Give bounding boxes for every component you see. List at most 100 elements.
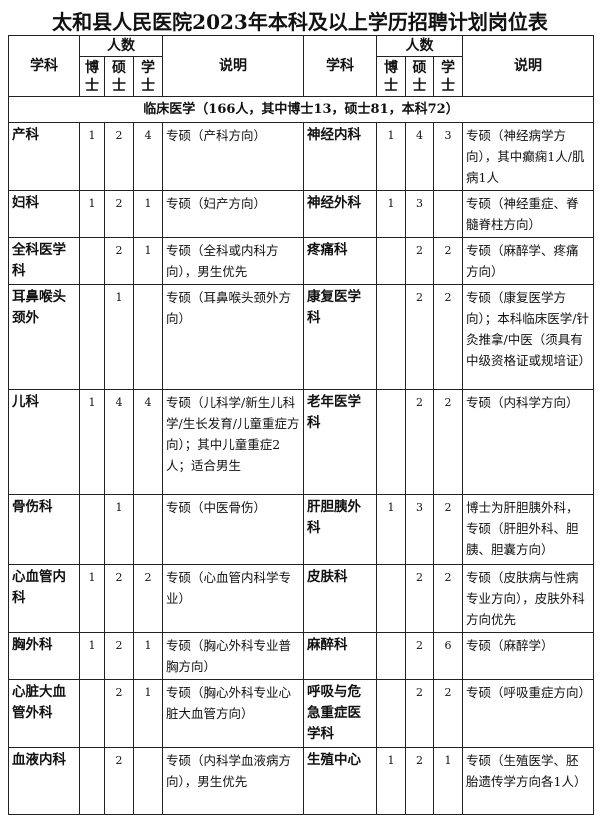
cell-phd-count: 1 — [79, 632, 105, 680]
cell-master-count: 2 — [104, 122, 134, 191]
page-title: 太和县人民医院2023年本科及以上学历招聘计划岗位表 — [52, 10, 548, 34]
cell-master-count: 1 — [104, 284, 134, 390]
cell-subject: 心血管内科 — [8, 564, 80, 633]
cell-bachelor-count: 2 — [132, 564, 164, 633]
cell-bachelor-count — [132, 284, 164, 390]
header-count: 人数 — [376, 35, 464, 57]
cell-note: 专硕（产科方向） — [162, 122, 305, 191]
cell-master-count: 2 — [405, 747, 435, 815]
cell-phd-count — [376, 632, 407, 680]
table-row: 骨伤科 1 专硕（中医骨伤） 肝胆胰外科 1 3 2 博士为肝胆胰外科，专硕（肝胆外科、胆胰、… — [8, 494, 595, 565]
table-row: 耳鼻喉头颈外 1 专硕（耳鼻喉头颈外方向） 康复医学科 2 2 专硕（康复医学方向）；本科临… — [8, 284, 595, 390]
cell-note: 专硕（心血管内科学专业） — [162, 564, 305, 633]
cell-bachelor-count: 1 — [433, 747, 464, 815]
cell-bachelor-count: 4 — [132, 389, 164, 495]
cell-note: 专硕（胸心外科专业心脏大血管方向） — [162, 679, 305, 748]
cell-note: 专硕（胸心外科专业普胸方向） — [162, 632, 305, 680]
cell-bachelor-count: 1 — [132, 237, 164, 285]
cell-bachelor-count: 1 — [132, 679, 164, 748]
cell-master-count: 2 — [405, 632, 435, 680]
cell-master-count: 2 — [405, 679, 435, 748]
cell-bachelor-count: 2 — [433, 389, 464, 495]
cell-bachelor-count: 4 — [132, 122, 164, 191]
cell-phd-count — [79, 284, 105, 390]
table-row: 胸外科 1 2 1 专硕（胸心外科专业普胸方向） 麻醉科 2 6 专硕（麻醉学） — [8, 632, 595, 680]
cell-master-count: 2 — [405, 564, 435, 633]
cell-master-count: 2 — [104, 237, 134, 285]
cell-subject: 康复医学科 — [303, 284, 378, 390]
cell-phd-count: 1 — [376, 122, 407, 191]
cell-master-count: 2 — [405, 284, 435, 390]
cell-master-count: 2 — [104, 747, 134, 815]
cell-subject: 老年医学科 — [303, 389, 378, 495]
cell-bachelor-count — [132, 747, 164, 815]
cell-subject: 胸外科 — [8, 632, 80, 680]
cell-master-count: 2 — [104, 190, 134, 238]
table-row: 儿科 1 4 4 专硕（儿科学/新生儿科学/生长发育/儿童重症方向）；其中儿童重症2人；… — [8, 389, 595, 495]
cell-bachelor-count: 1 — [132, 632, 164, 680]
cell-master-count: 2 — [104, 679, 134, 748]
cell-subject: 耳鼻喉头颈外 — [8, 284, 80, 390]
cell-note: 专硕（儿科学/新生儿科学/生长发育/儿童重症方向）；其中儿童重症2人；适合男生 — [162, 389, 305, 495]
cell-master-count: 2 — [405, 237, 435, 285]
cell-master-count: 2 — [405, 389, 435, 495]
cell-note: 专硕（妇产方向） — [162, 190, 305, 238]
header-count: 人数 — [78, 35, 164, 57]
cell-phd-count: 1 — [79, 564, 105, 633]
cell-subject: 生殖中心 — [303, 747, 378, 815]
cell-note: 专硕（全科或内科方向），男生优先 — [162, 237, 305, 285]
cell-subject: 妇科 — [8, 190, 80, 238]
cell-note: 专硕（呼吸重症方向） — [462, 679, 595, 748]
cell-phd-count: 1 — [376, 494, 407, 565]
cell-subject: 肝胆胰外科 — [303, 494, 378, 565]
cell-master-count: 1 — [104, 494, 134, 565]
cell-note: 专硕（内科学血液病方向），男生优先 — [162, 747, 305, 815]
cell-subject: 麻醉科 — [303, 632, 378, 680]
cell-phd-count — [376, 284, 407, 390]
cell-subject: 儿科 — [8, 389, 80, 495]
table-row: 全科医学科 2 1 专硕（全科或内科方向），男生优先 疼痛科 2 2 专硕（麻醉学、疼痛方向） — [8, 237, 595, 285]
cell-note: 博士为肝胆胰外科，专硕（肝胆外科、胆胰、胆囊方向） — [462, 494, 595, 565]
table-row: 血液内科 2 专硕（内科学血液病方向），男生优先 生殖中心 1 2 1 专硕（生殖医学、胚胎遗… — [8, 747, 595, 815]
header-subject: 学科 — [8, 35, 80, 97]
cell-phd-count — [376, 389, 407, 495]
cell-subject: 心脏大血管外科 — [8, 679, 80, 748]
cell-phd-count — [376, 237, 407, 285]
header-bachelor: 学士 — [132, 56, 164, 97]
cell-subject: 皮肤科 — [303, 564, 378, 633]
cell-subject: 神经内科 — [303, 122, 378, 191]
cell-note: 专硕（麻醉学） — [462, 632, 595, 680]
cell-note: 专硕（神经重症、脊髓脊柱方向） — [462, 190, 595, 238]
cell-bachelor-count: 2 — [433, 237, 464, 285]
cell-note: 专硕（神经病学方向），其中癫痫1人/肌病1人 — [462, 122, 595, 191]
header-master: 硕士 — [405, 56, 435, 97]
cell-subject: 血液内科 — [8, 747, 80, 815]
cell-master-count: 4 — [104, 389, 134, 495]
header-subject: 学科 — [303, 35, 378, 97]
cell-phd-count — [376, 679, 407, 748]
cell-master-count: 3 — [405, 190, 435, 238]
header-master: 硕士 — [104, 56, 134, 97]
cell-master-count: 2 — [104, 564, 134, 633]
cell-note: 专硕（内科学方向） — [462, 389, 595, 495]
cell-phd-count — [79, 679, 105, 748]
cell-phd-count: 1 — [376, 190, 407, 238]
cell-subject: 全科医学科 — [8, 237, 80, 285]
cell-phd-count: 1 — [376, 747, 407, 815]
cell-subject: 神经外科 — [303, 190, 378, 238]
cell-master-count: 3 — [405, 494, 435, 565]
header-note: 说明 — [162, 35, 305, 97]
cell-bachelor-count: 3 — [433, 122, 464, 191]
cell-subject: 骨伤科 — [8, 494, 80, 565]
cell-phd-count: 1 — [79, 122, 105, 191]
cell-note: 专硕（中医骨伤） — [162, 494, 305, 565]
cell-note: 专硕（麻醉学、疼痛方向） — [462, 237, 595, 285]
cell-subject: 疼痛科 — [303, 237, 378, 285]
header-note: 说明 — [462, 35, 595, 97]
header-bachelor: 学士 — [433, 56, 464, 97]
cell-subject: 呼吸与危急重症医学科 — [303, 679, 378, 748]
table-row: 心血管内科 1 2 2 专硕（心血管内科学专业） 皮肤科 2 2 专硕（皮肤病与性病专业方向），… — [8, 564, 595, 633]
cell-bachelor-count: 2 — [433, 494, 464, 565]
cell-phd-count: 1 — [79, 389, 105, 495]
cell-note: 专硕（生殖医学、胚胎遗传学方向各1人） — [462, 747, 595, 815]
